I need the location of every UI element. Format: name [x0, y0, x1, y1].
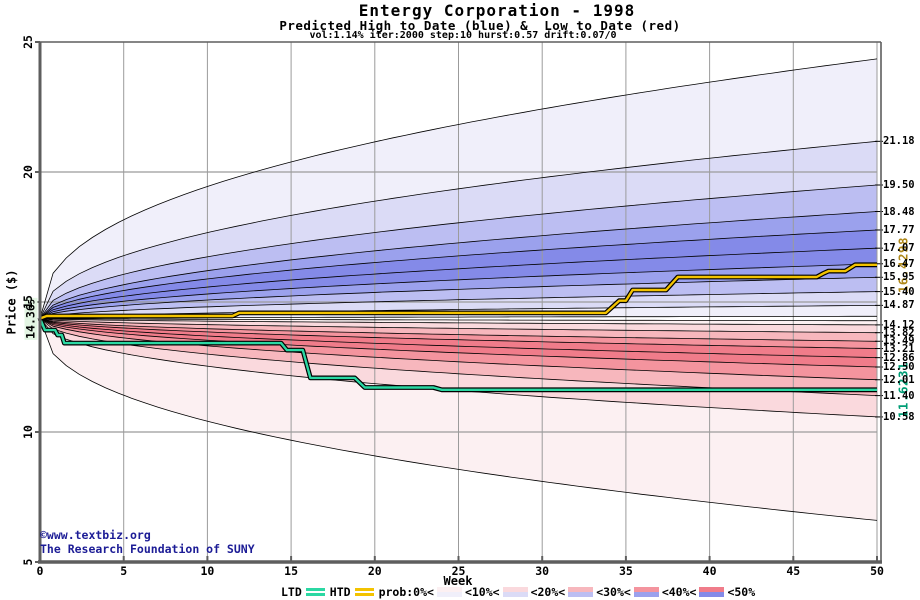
- legend-htd-label: HTD: [329, 584, 351, 599]
- x-tick-label-10: 10: [200, 564, 215, 578]
- chart-title: Entergy Corporation - 1998: [358, 1, 636, 20]
- price-level-label-12.86: 12.86: [883, 351, 915, 364]
- x-tick-label-50: 50: [870, 564, 884, 578]
- x-tick-label-35: 35: [618, 564, 633, 578]
- x-tick-label-0: 0: [36, 564, 44, 578]
- legend-band-label-5: <50%: [727, 584, 756, 599]
- x-tick-label-40: 40: [702, 564, 717, 578]
- price-level-label-21.18: 21.18: [883, 135, 915, 148]
- prob-band-swatch-2: [502, 586, 528, 597]
- prob-band-swatch-3: [568, 586, 594, 597]
- x-tick-label-30: 30: [535, 564, 550, 578]
- price-level-label-17.07: 17.07: [883, 242, 915, 255]
- y-tick-label-25: 25: [20, 35, 35, 49]
- legend-band-label-2: <20%<: [530, 584, 566, 599]
- price-level-label-19.50: 19.50: [883, 179, 915, 191]
- y-axis-title: Price ($): [4, 269, 19, 335]
- price-level-label-15.40: 15.40: [883, 285, 915, 298]
- y-tick-label-10: 10: [20, 425, 35, 439]
- copyright-url: ©www.textbiz.org: [40, 528, 151, 542]
- simulation-params: vol:1.14% iter:2000 step:10 hurst:0.57 d…: [309, 30, 617, 41]
- price-level-label-12.01: 12.01: [883, 373, 915, 386]
- legend-band-label-3: <30%<: [596, 584, 631, 599]
- legend-ltd-label: LTD: [281, 584, 302, 599]
- price-level-label-13.82: 13.82: [883, 326, 915, 339]
- x-tick-label-20: 20: [367, 564, 382, 578]
- price-level-label-16.47: 16.47: [883, 257, 915, 270]
- y-tick-label-20: 20: [20, 165, 35, 179]
- legend-band-label-4: <40%<: [661, 584, 697, 599]
- price-level-label-14.12: 14.12: [883, 318, 915, 331]
- legend-band-label-1: <10%<: [464, 584, 500, 599]
- prob-band-swatch-1: [436, 586, 462, 597]
- copyright-org: The Research Foundation of SUNY: [40, 542, 255, 556]
- price-level-label-12.50: 12.50: [883, 361, 915, 373]
- price-level-label-17.77: 17.77: [883, 223, 915, 236]
- x-axis-title: Week: [443, 574, 473, 588]
- x-tick-label-5: 5: [120, 564, 128, 578]
- price-level-label-13.49: 13.49: [883, 335, 915, 348]
- price-level-label-18.48: 18.48: [883, 205, 915, 218]
- price-level-label-15.95: 15.95: [883, 271, 915, 284]
- prob-band-swatch-4: [633, 586, 659, 597]
- x-tick-label-25: 25: [451, 564, 466, 578]
- chart-subtitle: Predicted High to Date (blue) & Low to D…: [279, 18, 681, 33]
- legend-prob-label: prob:0%<: [378, 584, 434, 599]
- price-level-label-11.40: 11.40: [883, 389, 915, 402]
- y-tick-label-15: 15: [20, 295, 35, 309]
- price-level-label-10.58: 10.58: [883, 410, 915, 423]
- prob-band-swatch-5: [699, 586, 725, 597]
- ltd-line-swatch: [305, 587, 325, 596]
- price-level-label-14.87: 14.87: [883, 299, 915, 312]
- x-tick-label-15: 15: [284, 564, 299, 578]
- start-price-value: 14.36: [23, 303, 38, 339]
- legend: LTD HTD prob:0%< <10%< <20%< <30%< <40%< <50%: [281, 584, 756, 599]
- price-level-label-13.21: 13.21: [883, 342, 915, 355]
- y-tick-label-5: 5: [20, 558, 35, 566]
- x-tick-label-45: 45: [786, 564, 801, 578]
- htd-line-swatch: [354, 587, 374, 596]
